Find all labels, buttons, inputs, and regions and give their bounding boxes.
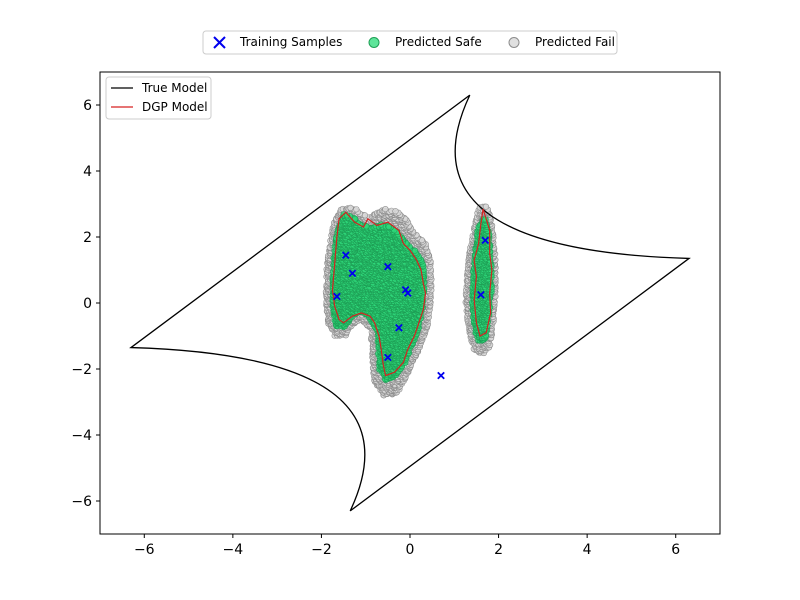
predicted-safe-point — [411, 247, 419, 254]
plot-content — [129, 94, 691, 512]
predicted-fail-point — [347, 204, 354, 211]
predicted-fail-point — [382, 206, 389, 213]
predicted-fail-point — [482, 203, 490, 210]
predicted-fail-point — [392, 208, 399, 215]
predicted-fail-point — [361, 212, 369, 219]
predicted-fail-point — [353, 206, 360, 213]
